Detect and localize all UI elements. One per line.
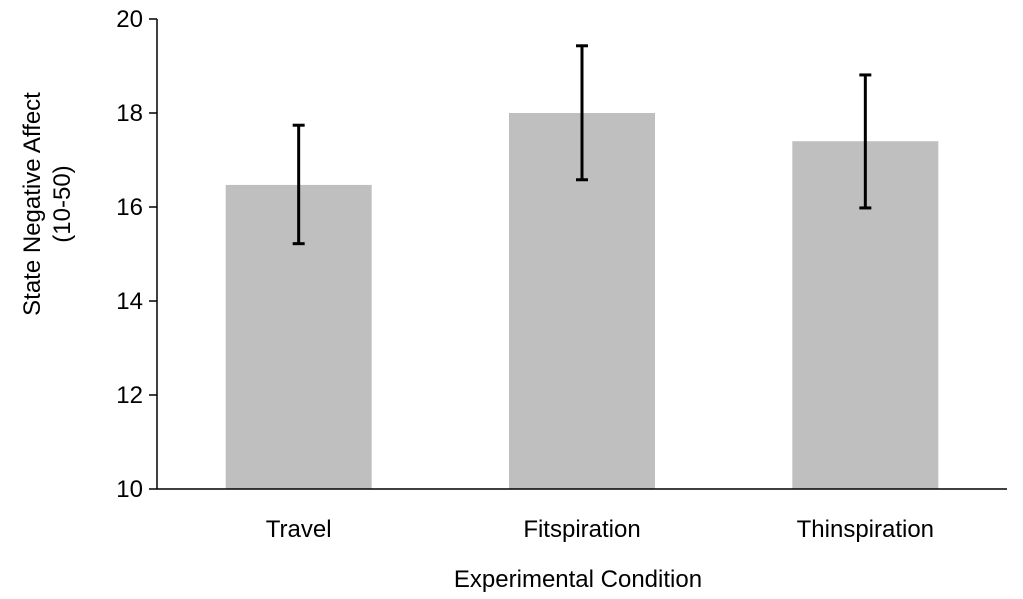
x-axis-title: Experimental Condition — [454, 566, 702, 593]
error-bars — [292, 44, 872, 246]
y-axis-title: State Negative Affect (10-50) — [19, 92, 76, 316]
y-axis-title-line-1: State Negative Affect — [19, 92, 46, 316]
y-tick-label: 12 — [116, 382, 143, 409]
y-tick-label: 18 — [116, 100, 143, 127]
x-category-label: Thinspiration — [797, 516, 934, 543]
y-axis-title-line-2: (10-50) — [49, 165, 76, 242]
x-category-label: Travel — [266, 516, 332, 543]
y-tick-label: 14 — [116, 288, 143, 315]
y-axis-ticks: 10 12 14 16 18 20 — [116, 6, 157, 503]
x-category-label: Fitspiration — [523, 516, 640, 543]
axes — [156, 19, 1007, 490]
y-tick-label: 16 — [116, 194, 143, 221]
y-tick-label: 10 — [116, 476, 143, 503]
y-tick-label: 20 — [116, 6, 143, 33]
x-axis-category-labels: Travel Fitspiration Thinspiration — [266, 516, 934, 543]
